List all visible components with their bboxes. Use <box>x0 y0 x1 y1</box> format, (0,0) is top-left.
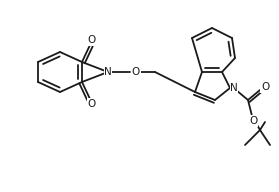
Text: N: N <box>104 67 112 77</box>
Text: N: N <box>230 83 238 93</box>
Text: O: O <box>132 67 140 77</box>
Text: O: O <box>249 116 257 126</box>
Text: O: O <box>88 35 96 45</box>
Text: O: O <box>88 99 96 109</box>
Text: O: O <box>261 82 269 92</box>
